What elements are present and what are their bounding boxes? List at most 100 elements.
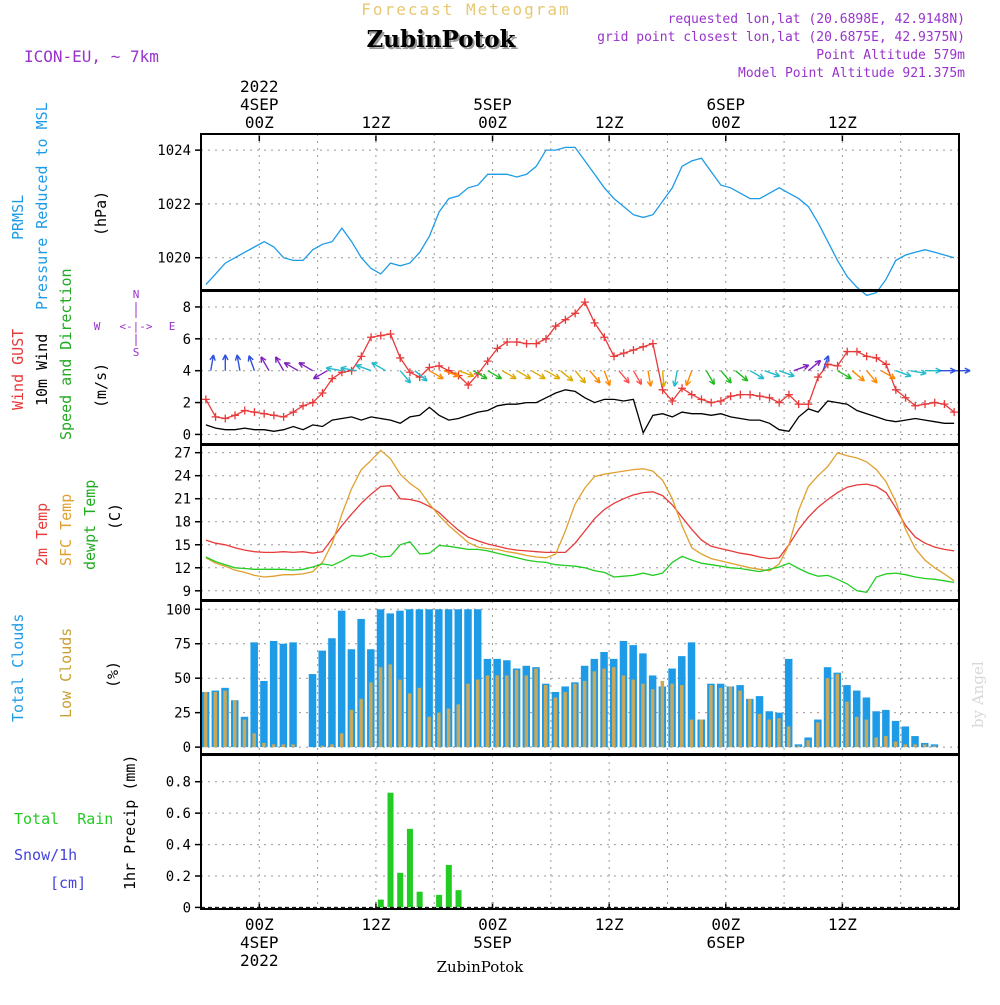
gust-marker — [464, 381, 473, 390]
compass-w: W — [94, 320, 101, 333]
gust-marker — [940, 400, 949, 409]
gust-marker — [221, 414, 230, 423]
gust-marker — [794, 400, 803, 409]
y-tick-label: 75 — [174, 637, 191, 653]
gust-marker — [289, 408, 298, 417]
compass-we: <-|-> — [119, 320, 152, 333]
snow-label: Snow/1h — [14, 846, 77, 864]
wind-arrow — [684, 370, 693, 387]
low-cloud-bar — [602, 668, 606, 748]
gust-marker — [405, 368, 414, 377]
gust-marker — [746, 390, 755, 399]
low-cloud-bar — [563, 691, 567, 748]
gust-marker — [425, 363, 434, 372]
low-cloud-bar — [621, 675, 626, 748]
wind-arrow — [222, 354, 229, 371]
gust-marker — [503, 338, 512, 346]
wind-arrow — [705, 370, 716, 386]
wind-arrow — [672, 370, 679, 387]
gust-marker — [318, 389, 327, 397]
wind-arrow — [399, 370, 412, 384]
wind-arrow — [954, 367, 971, 374]
low-cloud-bar — [349, 709, 354, 748]
total-cloud-bar — [260, 680, 268, 748]
low-cloud-bar — [213, 691, 218, 748]
gust-marker — [357, 352, 366, 361]
gust-marker — [843, 347, 852, 356]
gust-marker — [736, 390, 745, 399]
y-tick-label: 0 — [183, 740, 191, 756]
wind-arrow — [632, 370, 643, 386]
total-cloud-bar — [405, 609, 414, 748]
wind-arrow — [298, 361, 314, 372]
low-clouds-label: Low Clouds — [57, 628, 75, 718]
total-cloud-bar — [687, 642, 696, 748]
y-tick-label: 6 — [183, 332, 191, 348]
low-cloud-bar — [271, 744, 276, 748]
total-cloud-bar — [872, 711, 880, 748]
y-tick-label: 2 — [183, 396, 191, 412]
panel-temperature: 9 12 15 18 21 24 27 — [174, 444, 960, 601]
wind-arrow — [487, 370, 503, 380]
low-cloud-bar — [874, 737, 878, 748]
gust-marker — [367, 333, 376, 342]
wind-arrow — [603, 370, 612, 387]
gust-marker — [600, 333, 609, 342]
time-label-top: 4SEP — [240, 95, 279, 114]
low-cloud-bar — [718, 687, 723, 748]
wind-arrow — [458, 370, 475, 378]
time-label-top: 00Z — [478, 113, 507, 132]
rain-bar — [406, 828, 413, 908]
time-label-top: 12Z — [595, 113, 624, 132]
y-tick-label: 0.2 — [166, 869, 191, 885]
y-tick-label: 0 — [183, 900, 191, 916]
total-cloud-bar — [289, 642, 297, 748]
wind-arrow — [660, 370, 667, 387]
low-cloud-bar — [845, 701, 849, 748]
gust-marker — [930, 398, 939, 407]
gust-marker — [376, 331, 385, 340]
wind-arrow — [472, 370, 488, 380]
wind-arrow — [735, 370, 749, 382]
total-cloud-bar — [454, 609, 463, 748]
panel-pressure: 1020 1022 1024 — [157, 133, 960, 297]
low-cloud-bar — [485, 675, 490, 748]
grid-lonlat: grid point closest lon,lat (20.6875E, 42… — [597, 30, 965, 45]
panel-precip: 0 0.2 0.4 0.6 0.8 — [166, 754, 960, 916]
rain-bar — [377, 899, 384, 908]
total-cloud-bar — [415, 609, 424, 748]
gust-marker — [590, 318, 599, 327]
low-cloud-bar — [553, 697, 558, 748]
sfc-label: SFC Temp — [57, 494, 75, 566]
low-cloud-bar — [446, 708, 451, 748]
rain-bar — [387, 792, 394, 908]
wind-arrow — [880, 370, 896, 380]
pressure-unit: (hPa) — [92, 191, 110, 236]
time-label-bottom: 6SEP — [707, 933, 746, 952]
point-altitude: Point Altitude 579m — [816, 48, 965, 63]
low-cloud-bar — [417, 687, 422, 748]
low-cloud-bar — [922, 744, 927, 748]
gust-marker — [629, 345, 638, 354]
gust-marker — [833, 361, 842, 370]
y-tick-label: 0.4 — [166, 838, 191, 854]
gust-marker — [250, 408, 259, 417]
low-cloud-bar — [466, 683, 470, 748]
station-title-front: ZubinPotok — [367, 26, 517, 53]
low-cloud-bar — [835, 674, 840, 748]
total-cloud-bar — [337, 610, 346, 748]
total-clouds-label: Total Clouds — [9, 614, 27, 722]
gust-marker — [852, 347, 861, 356]
wind-arrow — [560, 370, 574, 382]
low-cloud-bar — [582, 680, 587, 748]
wind-arrow — [924, 367, 942, 374]
wind-arrow — [749, 370, 765, 380]
time-label-top: 5SEP — [473, 95, 512, 114]
series-2m-temp — [205, 483, 955, 560]
gust-marker — [279, 412, 288, 421]
low-cloud-bar — [816, 722, 820, 748]
y-tick-label: 12 — [174, 561, 191, 577]
temp-label: 2m Temp — [33, 503, 51, 566]
wind-arrow — [531, 370, 546, 380]
rain-bar — [416, 891, 423, 908]
